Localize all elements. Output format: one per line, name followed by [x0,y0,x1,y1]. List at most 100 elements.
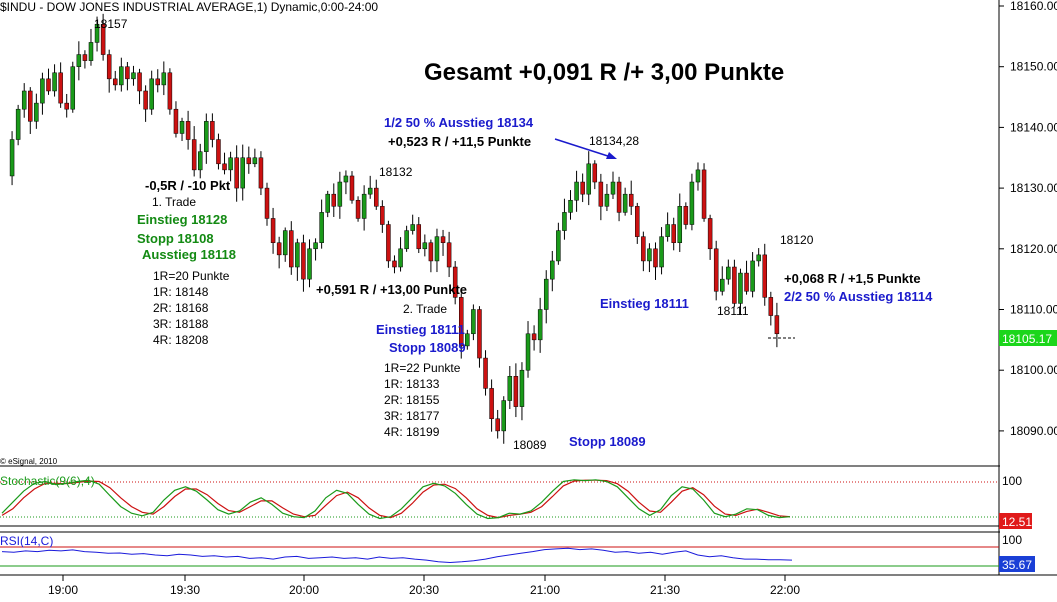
stochastic-level-100: 100 [1002,474,1022,488]
candle-down [185,121,191,140]
candle-down [428,242,434,262]
price-tick-label: 18120.00 [1010,242,1057,256]
trade1-target-3r: 3R: 18188 [153,317,209,331]
peak-label: 18134,28 [589,134,639,148]
candle-up [325,193,330,213]
candle-down [598,181,604,207]
trade1-target-1r: 1R: 18148 [153,285,209,299]
trade2-target-3r: 3R: 18177 [384,409,440,423]
candle-down [301,242,306,280]
stochastic-k-line [1,479,791,520]
candle-down [167,72,173,110]
candle-up [422,242,428,250]
candle-up [404,230,409,250]
candle-down [155,78,160,86]
candle-down [125,66,130,80]
candle-down [416,224,422,250]
candle-up [574,181,579,201]
time-tick-label: 19:30 [170,583,200,597]
time-tick-label: 21:00 [530,583,560,597]
price-tick-label: 18160.00 [1010,0,1057,13]
candle-down [173,108,179,134]
candle-down [222,163,227,171]
candle-up [252,157,258,165]
candle-up [434,236,440,262]
candle-down [671,224,676,243]
candle-down [513,376,519,407]
trade2-name: 2. Trade [403,302,447,316]
candle-down [270,218,276,243]
time-tick-label: 19:00 [48,583,78,597]
candle-down [331,193,337,207]
candle-up [307,248,312,280]
final-result: +0,068 R / +1,5 Punkte [784,271,921,286]
candle-up [519,369,525,407]
time-tick-label: 20:00 [289,583,319,597]
label-18111: 18111 [717,304,749,318]
candle-up [501,400,506,432]
chart-title: $INDU - DOW JONES INDUSTRIAL AVERAGE,1) … [0,0,378,14]
candle-up [361,193,367,219]
candle-up [367,187,373,195]
candle-up [282,230,288,256]
time-tick-label: 20:30 [409,583,439,597]
candle-up [647,248,652,262]
candle-up [149,78,154,110]
entry-18111-label: Einstieg 18111 [600,296,689,311]
candle-up [240,157,245,189]
candle-down [744,272,749,292]
rsi-level-100: 100 [1002,533,1022,547]
label-18132: 18132 [379,165,413,179]
candle-down [46,78,51,92]
final-exit-label: 2/2 50 % Ausstieg 18114 [784,289,933,304]
candle-up [197,151,203,171]
candle-up [228,157,233,171]
candle-up [525,333,531,371]
candle-up [610,181,616,195]
candle-up [550,260,555,280]
candle-down [28,90,33,122]
summary-heading: Gesamt +0,091 R /+ 3,00 Punkte [424,59,784,86]
candle-up [659,236,664,268]
candle-down [113,78,118,86]
candle-down [216,139,221,165]
candle-down [106,54,112,80]
time-axis: 19:00 19:30 20:00 20:30 21:00 21:30 22:00 [48,575,800,597]
candle-down [732,266,737,304]
candle-down [616,181,622,213]
candle-down [58,72,63,104]
time-tick-label: 22:00 [770,583,800,597]
candle-up [586,163,591,195]
candle-up [15,108,21,140]
candle-down [641,236,646,262]
price-tick-label: 18150.00 [1010,60,1057,74]
price-tick-label: 18130.00 [1010,181,1057,195]
candle-down [635,206,640,237]
trade2-target-2r: 2R: 18155 [384,393,440,407]
candle-up [119,66,124,86]
trade1-name: 1. Trade [152,195,196,209]
candle-up [9,139,15,177]
candle-up [507,376,513,401]
candle-down [264,187,270,219]
label-18120: 18120 [780,233,814,247]
candle-up [40,78,45,104]
price-tick-label: 18090.00 [1010,424,1057,438]
price-tick-label: 18110.00 [1010,303,1057,317]
rsi-value: 35.67 [1002,558,1032,572]
candle-up [52,72,57,92]
candle-up [94,23,100,43]
candle-down [762,254,767,298]
candle-down [592,163,598,183]
candle-up [665,224,670,237]
candle-up [537,309,543,341]
candle-up [161,72,167,86]
candle-down [489,388,494,420]
candle-up [750,260,755,292]
candle-up [738,272,743,304]
candle-down [653,248,658,268]
candle-up [337,181,343,207]
rsi-name: RSI(14,C) [0,534,53,548]
candle-down [580,181,585,195]
candle-down [440,236,446,243]
